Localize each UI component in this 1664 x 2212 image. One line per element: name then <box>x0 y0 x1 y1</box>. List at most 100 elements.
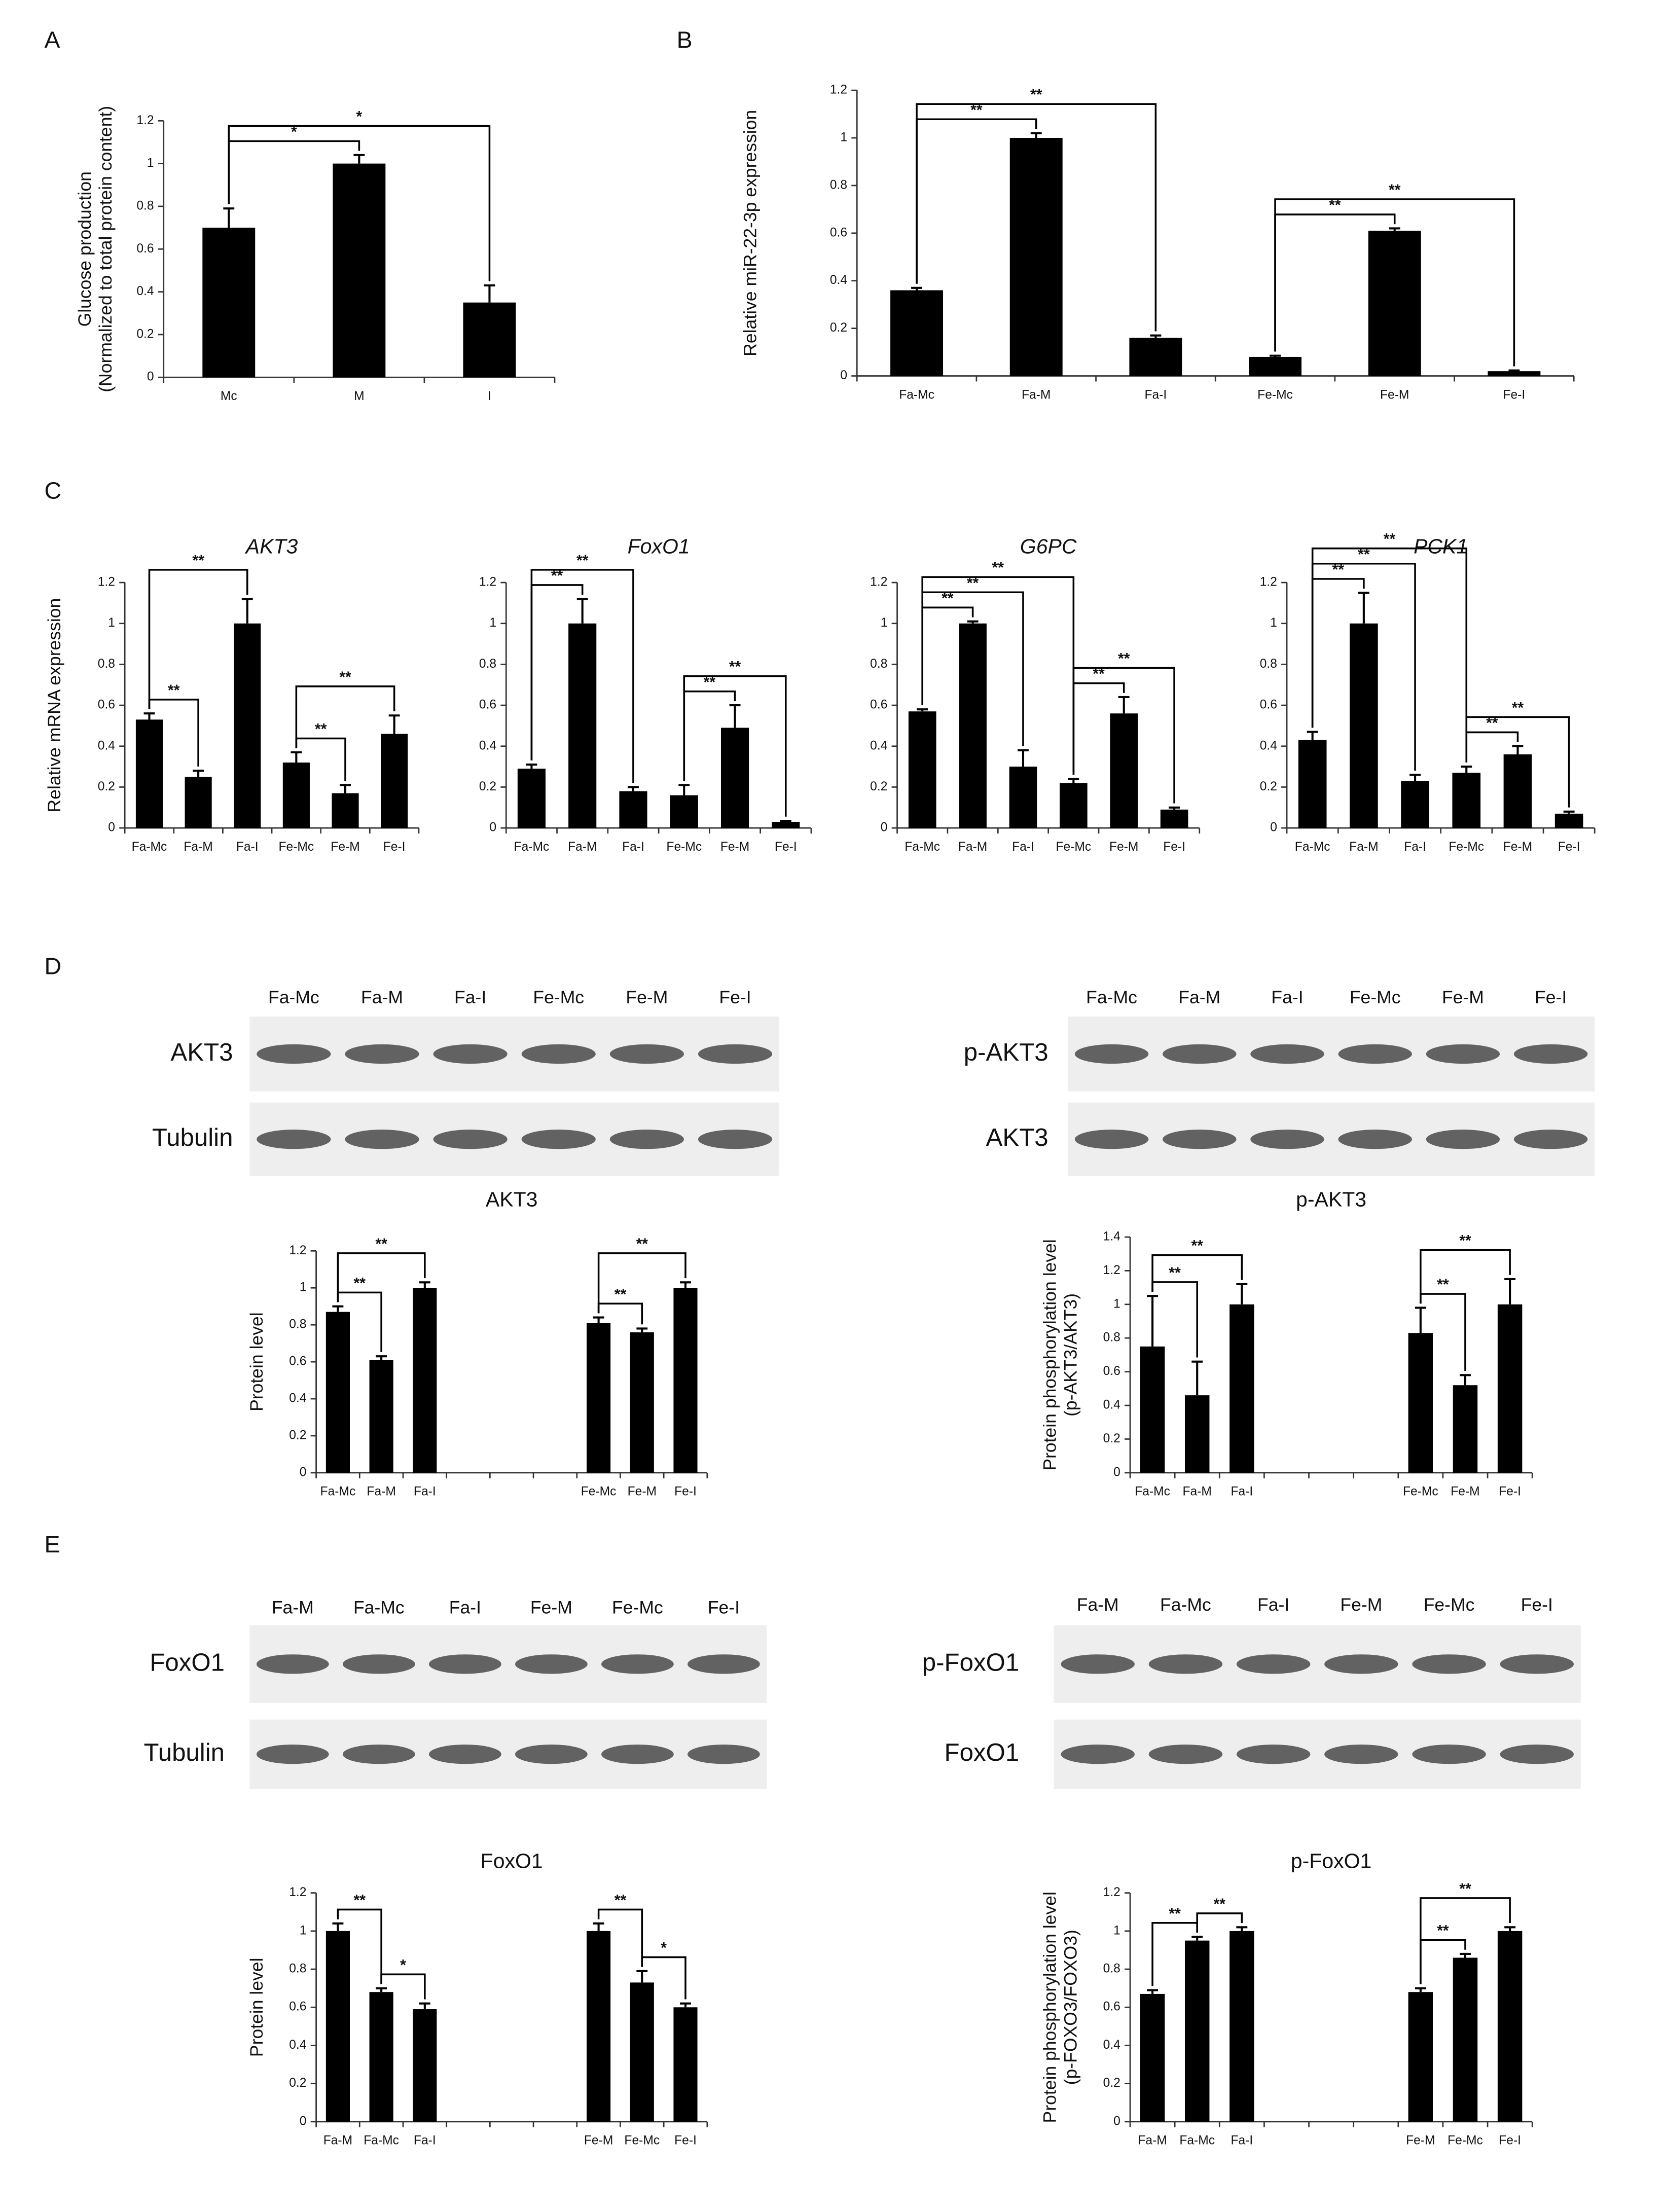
y-tick-label: 0.4 <box>830 273 847 287</box>
significance-label: ** <box>1191 1238 1204 1254</box>
error-bar <box>388 714 400 734</box>
significance-label: ** <box>942 590 954 607</box>
significance-label: ** <box>1459 1880 1471 1897</box>
bar <box>959 623 987 828</box>
y-tick-label: 0.4 <box>479 739 496 752</box>
x-tick-label: Fa-I <box>236 840 259 854</box>
blot-band <box>1250 1044 1324 1064</box>
blot-band <box>1061 1744 1135 1764</box>
y-tick-label: 0.4 <box>1260 739 1277 752</box>
blot-band <box>256 1654 329 1674</box>
bar <box>619 791 647 828</box>
bar <box>369 1992 393 2122</box>
y-tick-label: 1.2 <box>1103 1885 1120 1899</box>
blot-band <box>515 1744 588 1764</box>
error-bar <box>917 708 928 712</box>
panel-label: D <box>45 953 62 980</box>
x-tick-label: Fa-M <box>184 840 212 854</box>
y-tick-label: 0 <box>108 821 115 835</box>
chart-title: PCK1 <box>1414 534 1468 558</box>
x-tick-label: Fe-Mc <box>1257 388 1293 402</box>
blot-band <box>1338 1044 1412 1064</box>
bar <box>381 734 408 828</box>
lane-label: Fe-M <box>1340 1594 1382 1615</box>
x-tick-label: Fa-M <box>367 1485 395 1499</box>
blot-band <box>345 1129 419 1149</box>
bar <box>1453 1957 1478 2122</box>
x-tick-label: Fe-Mc <box>624 2134 660 2148</box>
error-bar <box>353 154 365 164</box>
y-tick-label: 0 <box>489 821 496 835</box>
significance-bracket <box>641 1956 686 2000</box>
error-bar <box>332 1305 344 1312</box>
bar <box>1140 1346 1165 1473</box>
y-tick-label: 0.4 <box>289 1392 306 1405</box>
error-bar <box>1068 778 1079 783</box>
error-bar <box>376 1987 387 1992</box>
y-tick-label: 0.6 <box>830 226 847 239</box>
significance-label: ** <box>1437 1277 1449 1293</box>
significance-label: ** <box>192 552 204 569</box>
bar <box>325 1931 350 2122</box>
bar <box>325 1312 350 1473</box>
significance-label: ** <box>1486 715 1498 732</box>
significance-bracket <box>1196 1912 1243 1933</box>
y-tick-label: 0.8 <box>1103 1962 1120 1976</box>
error-bar <box>1030 132 1042 138</box>
significance-label: ** <box>636 1236 648 1252</box>
bar <box>332 793 359 828</box>
blot-band <box>1250 1129 1324 1149</box>
bar <box>413 1288 437 1473</box>
y-tick-label: 0.2 <box>479 780 496 793</box>
lane-label: Fa-Mc <box>268 987 319 1007</box>
x-tick-label: Mc <box>221 389 237 403</box>
error-bar <box>1504 1278 1516 1304</box>
lane-label: Fa-M <box>361 987 403 1007</box>
y-tick-label: 1.2 <box>830 83 847 97</box>
error-bar <box>1118 696 1130 714</box>
significance-label: ** <box>1384 531 1396 548</box>
blot-band <box>257 1129 331 1149</box>
y-tick-label: 0.4 <box>98 739 115 752</box>
y-tick-label: 1.2 <box>479 575 496 589</box>
error-bar <box>593 1922 604 1931</box>
significance-bracket <box>380 1973 426 2000</box>
error-bar <box>1270 354 1281 357</box>
row-label: AKT3 <box>986 1123 1048 1151</box>
y-tick-label: 0.6 <box>136 242 154 256</box>
blot-band <box>609 1129 684 1149</box>
y-axis-label: Protein level <box>246 1312 267 1411</box>
x-tick-label: Fe-Mc <box>1056 840 1091 854</box>
blot-band <box>257 1044 331 1064</box>
error-bar <box>193 770 204 777</box>
blot-strip <box>249 1017 780 1092</box>
significance-bracket <box>1465 716 1570 808</box>
significance-label: ** <box>1169 1264 1181 1281</box>
error-bar <box>678 784 690 795</box>
x-tick-label: Fa-I <box>1231 1485 1253 1499</box>
blot-band <box>698 1044 773 1064</box>
lane-label: Fa-I <box>449 1597 481 1617</box>
error-bar <box>1236 1283 1248 1304</box>
y-tick-label: 0.8 <box>98 657 115 671</box>
bar <box>369 1360 393 1473</box>
error-bar <box>576 598 588 624</box>
significance-bracket <box>597 1302 643 1325</box>
blot-band <box>1500 1744 1574 1764</box>
lane-label: Fe-Mc <box>533 987 584 1007</box>
blot-band <box>428 1744 501 1764</box>
y-tick-label: 1 <box>489 616 496 630</box>
error-bar <box>484 284 495 303</box>
y-tick-label: 0.6 <box>98 698 115 712</box>
x-tick-label: Fa-M <box>1022 388 1051 402</box>
error-bar <box>1147 1295 1159 1347</box>
error-bar <box>1191 1936 1203 1941</box>
y-tick-label: 1.2 <box>289 1244 306 1257</box>
y-axis-label: Glucose production <box>75 171 95 327</box>
y-tick-label: 1.2 <box>98 575 115 589</box>
lane-label: Fe-I <box>708 1597 740 1617</box>
y-tick-label: 0 <box>1113 2114 1120 2128</box>
significance-label: ** <box>1118 650 1130 667</box>
